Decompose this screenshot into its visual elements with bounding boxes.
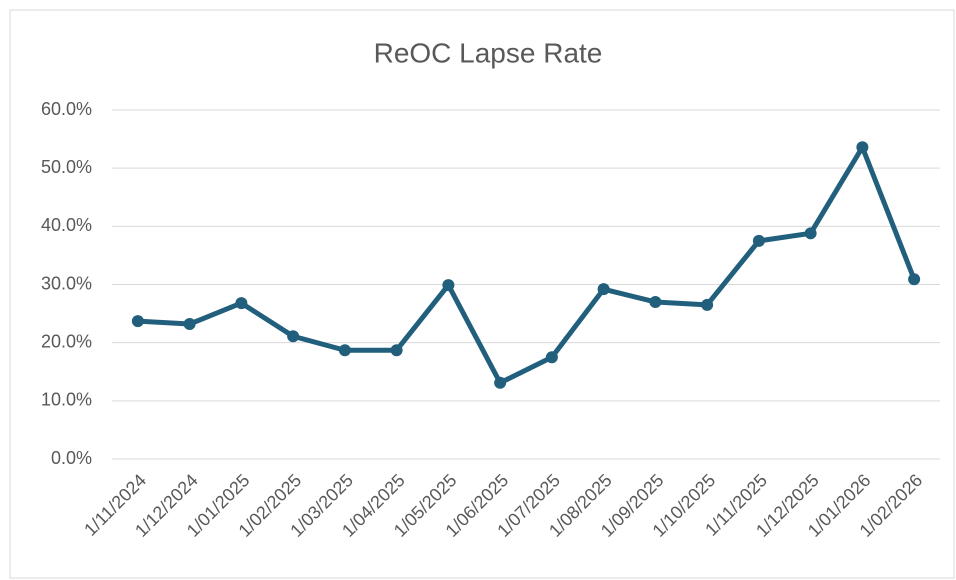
point [649,295,662,308]
point [908,273,921,286]
point [701,298,714,311]
point [131,315,144,328]
y-tick-label: 10.0% [41,390,92,410]
y-tick-label: 0.0% [51,448,92,468]
point [287,330,300,343]
point [235,297,248,310]
point [390,344,403,357]
chart-title: ReOC Lapse Rate [374,37,603,68]
point [183,318,196,331]
point [338,344,351,357]
point [752,234,765,247]
y-tick-label: 30.0% [41,273,92,293]
line [137,144,917,386]
y-tick-label: 60.0% [41,99,92,119]
point [545,351,558,364]
point [494,376,507,389]
y-tick-label: 20.0% [41,331,92,351]
y-tick-label: 50.0% [41,157,92,177]
y-tick-label: 40.0% [41,215,92,235]
chart-border [9,9,955,579]
point [856,141,869,154]
point [804,227,817,240]
point [597,283,610,296]
point [442,279,455,292]
